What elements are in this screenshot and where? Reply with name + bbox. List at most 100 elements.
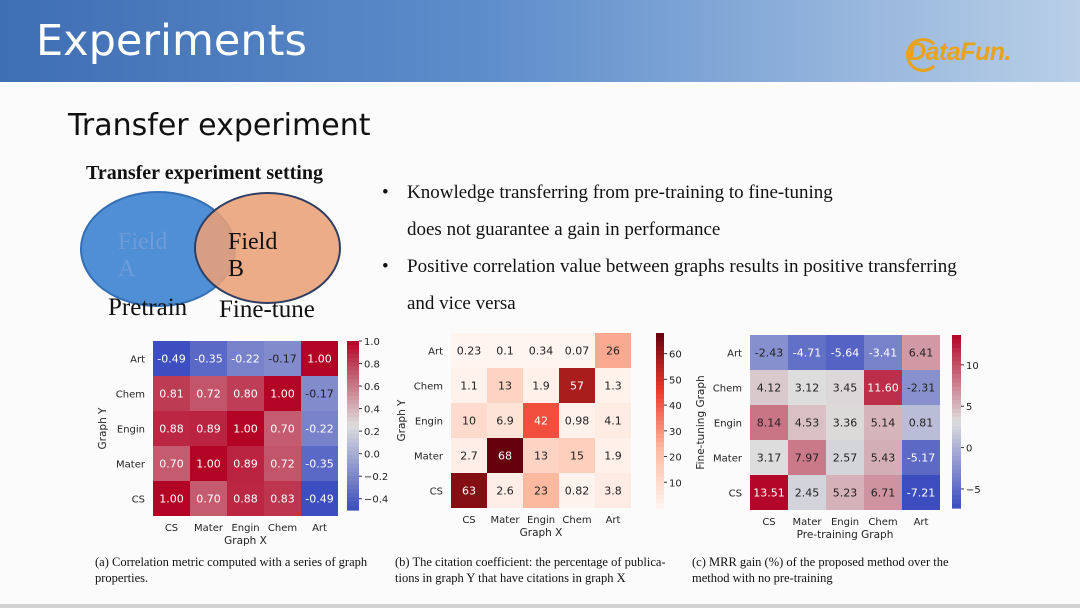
heatmap-cell-label: -4.71 <box>793 347 821 360</box>
colorbar-tick-label: 0.6 <box>364 382 380 393</box>
bullet-line: Knowledge transferring from pre-training… <box>407 182 833 203</box>
heatmap-cell-label: 3.12 <box>795 382 820 395</box>
heatmap-cell-label: -0.49 <box>157 353 185 366</box>
heatmap-cell <box>595 473 631 508</box>
heatmap-cell-label: 0.70 <box>159 458 184 471</box>
heatmap-cell-label: 4.1 <box>604 415 622 428</box>
heatmap-cell <box>487 333 523 368</box>
heatmap-cell <box>595 333 631 368</box>
colorbar-segment <box>952 421 961 427</box>
bullet-line: Positive correlation value between graph… <box>407 256 957 277</box>
x-tick-label: Engin <box>831 517 859 528</box>
heatmap-cell <box>902 335 940 370</box>
heatmap-cell <box>559 333 595 368</box>
heatmap-cell <box>190 481 227 516</box>
heatmap-cell-label: 2.6 <box>496 485 514 498</box>
heatmap-cell-label: 4.12 <box>757 382 782 395</box>
colorbar-tick-label: 50 <box>669 375 682 386</box>
colorbar-segment <box>952 365 961 371</box>
colorbar-segment <box>952 495 961 500</box>
y-axis-label: Graph Y <box>97 407 109 450</box>
colorbar-segment <box>656 337 664 343</box>
heatmap-cell-label: 13.51 <box>753 487 785 500</box>
heatmap-cell-label: 0.1 <box>496 345 514 358</box>
heatmap-cell <box>750 335 788 370</box>
heatmap-cell <box>264 376 301 411</box>
colorbar-segment <box>347 362 359 367</box>
colorbar-segment <box>952 486 961 492</box>
colorbar-segment <box>952 339 961 345</box>
colorbar-segment <box>347 467 359 473</box>
caption-c-line: method with no pre-training <box>692 571 833 585</box>
colorbar-segment <box>656 481 664 487</box>
datafun-logo: DataFun. <box>908 38 1011 66</box>
colorbar-tick-label: −0.2 <box>364 472 388 483</box>
colorbar-segment <box>952 356 961 362</box>
colorbar-segment <box>347 501 359 507</box>
heatmap-cell-label: 23 <box>534 485 548 498</box>
colorbar-segment <box>656 359 664 365</box>
heatmap-cell-label: -0.17 <box>268 353 296 366</box>
heatmap-cell-label: 0.23 <box>457 345 482 358</box>
colorbar-segment <box>347 425 359 431</box>
heatmap-cell-label: -0.22 <box>305 423 333 436</box>
y-tick-label: Chem <box>414 382 443 393</box>
colorbar-segment <box>347 383 359 389</box>
bullet-item: • Positive correlation value between gra… <box>382 248 1032 322</box>
x-tick-label: Chem <box>562 515 591 526</box>
heatmap-cell <box>301 481 338 516</box>
heatmap-cell-label: 0.88 <box>159 423 184 436</box>
colorbar-segment <box>952 456 961 462</box>
colorbar-segment <box>347 349 359 355</box>
heatmap-cell <box>487 473 523 508</box>
heatmap-cell <box>227 341 264 376</box>
heatmap-cell <box>559 473 595 508</box>
colorbar-tick-label: 1.0 <box>364 337 380 348</box>
colorbar-tick-label: 5 <box>966 402 972 413</box>
colorbar-segment <box>952 391 961 397</box>
caption-a: (a) Correlation metric computed with a s… <box>95 554 395 586</box>
heatmap-cell <box>750 370 788 405</box>
x-tick-label: CS <box>462 515 475 526</box>
heatmap-cell-label: 1.9 <box>532 380 550 393</box>
footer-divider <box>0 604 1080 608</box>
colorbar-segment <box>347 438 359 443</box>
colorbar-segment <box>347 412 359 418</box>
colorbar-segment <box>656 381 664 387</box>
x-tick-label: Mater <box>793 517 823 528</box>
heatmap-cell-label: 15 <box>570 450 584 463</box>
colorbar-segment <box>347 341 359 346</box>
colorbar-segment <box>952 412 961 418</box>
colorbar-segment <box>952 451 961 457</box>
heatmap-cell-label: 6.9 <box>496 415 514 428</box>
heatmap-cell <box>523 473 559 508</box>
colorbar-segment <box>347 505 359 511</box>
colorbar-segment <box>347 450 359 456</box>
y-tick-label: Engin <box>117 425 145 436</box>
colorbar-segment <box>656 459 664 465</box>
colorbar-segment <box>952 447 961 453</box>
heatmap-cell <box>559 403 595 438</box>
colorbar-segment <box>656 490 664 496</box>
colorbar-segment <box>347 391 359 397</box>
colorbar-segment <box>347 459 359 465</box>
heatmap-cell <box>595 438 631 473</box>
bullet-list: • Knowledge transferring from pre-traini… <box>382 174 1032 322</box>
heatmap-cell <box>190 411 227 446</box>
heatmap-cell-label: 1.1 <box>460 380 478 393</box>
colorbar-segment <box>347 421 359 427</box>
venn-circle-b <box>194 192 341 304</box>
heatmap-cell-label: 3.45 <box>833 382 858 395</box>
heatmap-cell-label: 26 <box>606 345 620 358</box>
colorbar-segment <box>656 455 664 461</box>
x-axis-label: Graph X <box>224 535 267 547</box>
colorbar-segment <box>952 473 961 479</box>
colorbar-segment <box>952 382 961 388</box>
heatmap-cell-label: -0.22 <box>231 353 259 366</box>
colorbar-segment <box>952 347 961 353</box>
colorbar-segment <box>952 378 961 384</box>
colorbar-tick-label: −5 <box>966 485 981 496</box>
heatmap-cell-label: 0.88 <box>233 493 258 506</box>
x-tick-label: Mater <box>491 515 521 526</box>
colorbar-segment <box>952 352 961 358</box>
